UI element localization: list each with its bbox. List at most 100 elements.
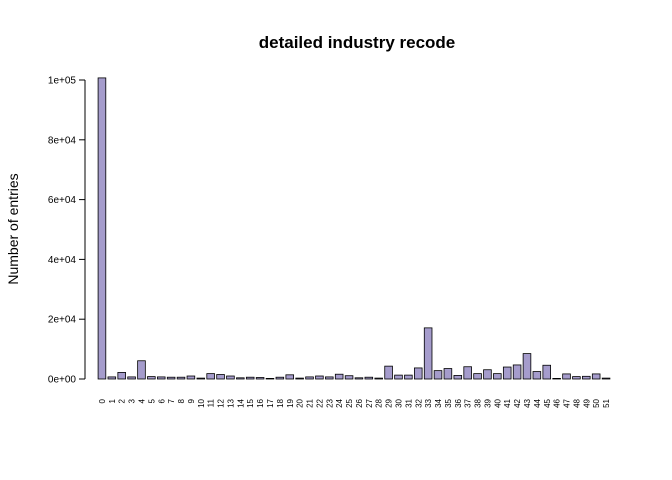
bar [512, 364, 522, 380]
x-tick-label: 22 [315, 398, 324, 407]
bar [493, 373, 502, 380]
bars [97, 77, 611, 380]
x-tick-label: 25 [345, 398, 354, 407]
x-tick-label: 13 [226, 398, 235, 407]
bar [226, 375, 235, 380]
bar [127, 376, 136, 380]
x-tick-label: 43 [523, 398, 532, 407]
bar [591, 373, 601, 380]
x-tick-label: 47 [563, 398, 572, 407]
y-tick-label: 4e+04 [48, 255, 77, 266]
bar [156, 376, 166, 380]
bar [413, 367, 423, 380]
bar [394, 374, 403, 380]
x-tick-label: 24 [335, 398, 344, 407]
x-tick-label: 7 [167, 398, 176, 403]
bar [374, 377, 383, 380]
bar [473, 373, 482, 380]
x-tick-label: 46 [553, 398, 562, 407]
x-tick-label: 49 [582, 398, 591, 407]
bar [245, 376, 255, 380]
bar [552, 378, 561, 380]
bar [443, 368, 453, 380]
x-tick-label: 32 [414, 398, 423, 407]
x-tick-label: 19 [286, 398, 295, 407]
bar [562, 373, 571, 380]
bar [305, 376, 314, 380]
x-tick-label: 34 [434, 398, 443, 407]
x-tick-label: 33 [424, 398, 433, 407]
bar [542, 364, 552, 380]
y-tick-label: 8e+04 [48, 135, 77, 146]
bar [354, 377, 364, 380]
x-tick-labels: 0 1 2 3 4 5 6 7 8 9 10 11 12 13 14 15 16 17 18 19 20 21 22 23 24… [98, 398, 611, 407]
bar [176, 376, 186, 380]
bar [364, 376, 374, 380]
x-tick-label: 28 [375, 398, 384, 407]
bar [107, 376, 117, 380]
x-tick-label: 45 [543, 398, 552, 407]
x-tick-label: 10 [197, 398, 206, 407]
bar [236, 377, 245, 380]
x-tick-label: 37 [464, 398, 473, 407]
x-tick-label: 2 [118, 398, 127, 403]
x-tick-label: 41 [503, 398, 512, 407]
x-tick-label: 26 [355, 398, 364, 407]
x-tick-label: 50 [592, 398, 601, 407]
x-tick-label: 3 [128, 398, 137, 403]
y-axis-label: Number of entries [5, 173, 21, 284]
bar [601, 377, 611, 380]
x-tick-label: 1 [108, 398, 117, 403]
y-tick-label: 1e+05 [48, 76, 77, 87]
x-tick-label: 14 [236, 398, 245, 407]
bar [147, 376, 156, 380]
x-tick-label: 31 [404, 398, 413, 407]
bar [433, 370, 443, 380]
y-tick-label: 6e+04 [48, 195, 77, 206]
bar [384, 365, 393, 380]
x-tick-label: 9 [187, 398, 196, 403]
x-tick-label: 21 [306, 398, 315, 407]
bar [522, 353, 532, 380]
x-tick-label: 0 [98, 398, 107, 403]
bar [117, 372, 126, 380]
bar [206, 373, 215, 380]
x-tick-label: 36 [454, 398, 463, 407]
x-tick-label: 11 [207, 398, 216, 407]
x-tick-label: 42 [513, 398, 522, 407]
bar [404, 374, 413, 380]
x-tick-label: 48 [572, 398, 581, 407]
x-tick-label: 8 [177, 398, 186, 403]
bar [483, 369, 492, 380]
bar [344, 375, 354, 380]
x-tick-label: 29 [385, 398, 394, 407]
x-tick-label: 4 [137, 398, 146, 403]
x-tick-label: 51 [602, 398, 611, 407]
bar [463, 366, 472, 380]
x-tick-label: 30 [394, 398, 403, 407]
bar [255, 377, 265, 380]
x-tick-label: 35 [444, 398, 453, 407]
x-tick-label: 39 [483, 398, 492, 407]
bar [572, 376, 581, 380]
x-tick-label: 15 [246, 398, 255, 407]
x-tick-label: 20 [296, 398, 305, 407]
y-tick-label: 2e+04 [48, 315, 77, 326]
chart-title: detailed industry recode [259, 33, 456, 52]
bar [137, 360, 146, 380]
bar [295, 377, 304, 380]
bar [186, 375, 196, 380]
bar [423, 327, 433, 380]
x-tick-label: 38 [474, 398, 483, 407]
bar [265, 378, 275, 380]
x-tick-label: 17 [266, 398, 275, 407]
x-tick-label: 5 [147, 398, 156, 403]
y-tick-label: 0e+00 [48, 375, 77, 386]
x-tick-label: 12 [217, 398, 226, 407]
bar [97, 77, 107, 380]
bar [275, 376, 285, 380]
bar [582, 375, 591, 380]
bar [196, 377, 206, 380]
bar [532, 371, 542, 380]
x-tick-label: 44 [533, 398, 542, 407]
